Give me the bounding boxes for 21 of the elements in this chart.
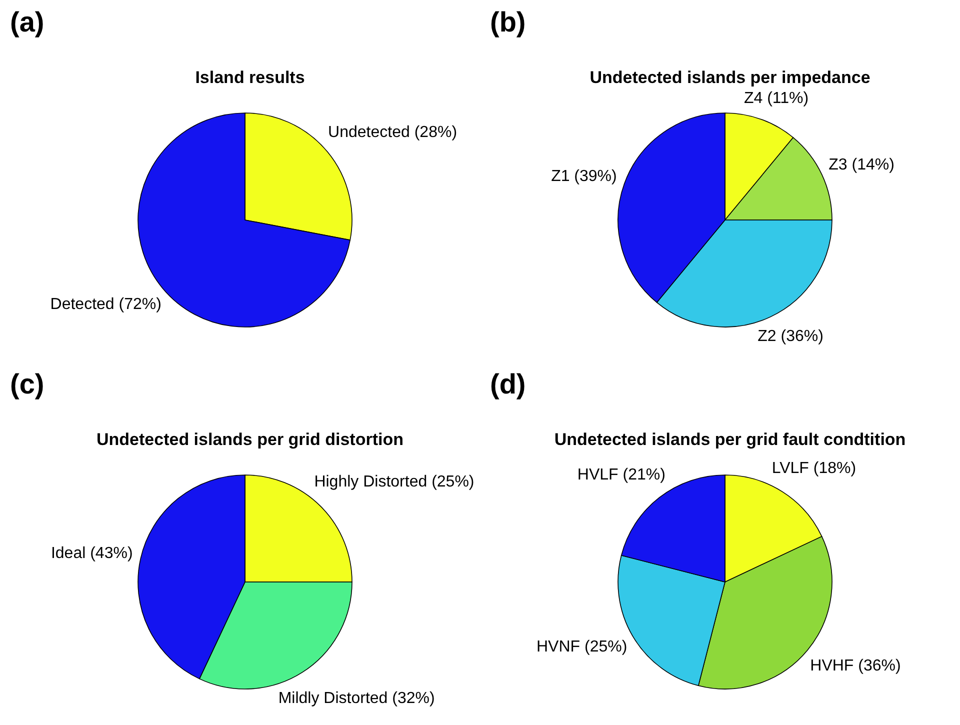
slice-label: Ideal (43%) bbox=[50, 545, 133, 562]
slice-label: HVLF (21%) bbox=[577, 466, 666, 484]
chart-title: Undetected islands per grid fault condtition bbox=[554, 430, 906, 449]
text: (b) bbox=[490, 6, 526, 38]
slice-label: Highly Distorted (25%) bbox=[314, 474, 474, 491]
text: (a) bbox=[10, 6, 44, 38]
slice-label: Z2 (36%) bbox=[758, 328, 824, 346]
slice-label: HVNF (25%) bbox=[536, 638, 628, 656]
chart-title: Undetected islands per grid distortion bbox=[96, 430, 404, 449]
slice-label: Z4 (11%) bbox=[744, 90, 809, 108]
text: (c) bbox=[10, 368, 44, 400]
slice-label: Mildly Distorted (32%) bbox=[278, 690, 435, 707]
slice-label: LVLF (18%) bbox=[772, 460, 856, 478]
text: (d) bbox=[490, 368, 526, 400]
slice-label: Detected (72%) bbox=[50, 296, 162, 313]
slice-label: Z1 (39%) bbox=[551, 168, 617, 185]
slice-label: Z3 (14%) bbox=[828, 156, 894, 174]
slice-label: Undetected (28%) bbox=[328, 124, 458, 141]
chart-title: Undetected islands per impedance bbox=[590, 68, 870, 87]
slice-label: HVHF (36%) bbox=[810, 657, 901, 674]
chart-title: Island results bbox=[195, 68, 305, 87]
